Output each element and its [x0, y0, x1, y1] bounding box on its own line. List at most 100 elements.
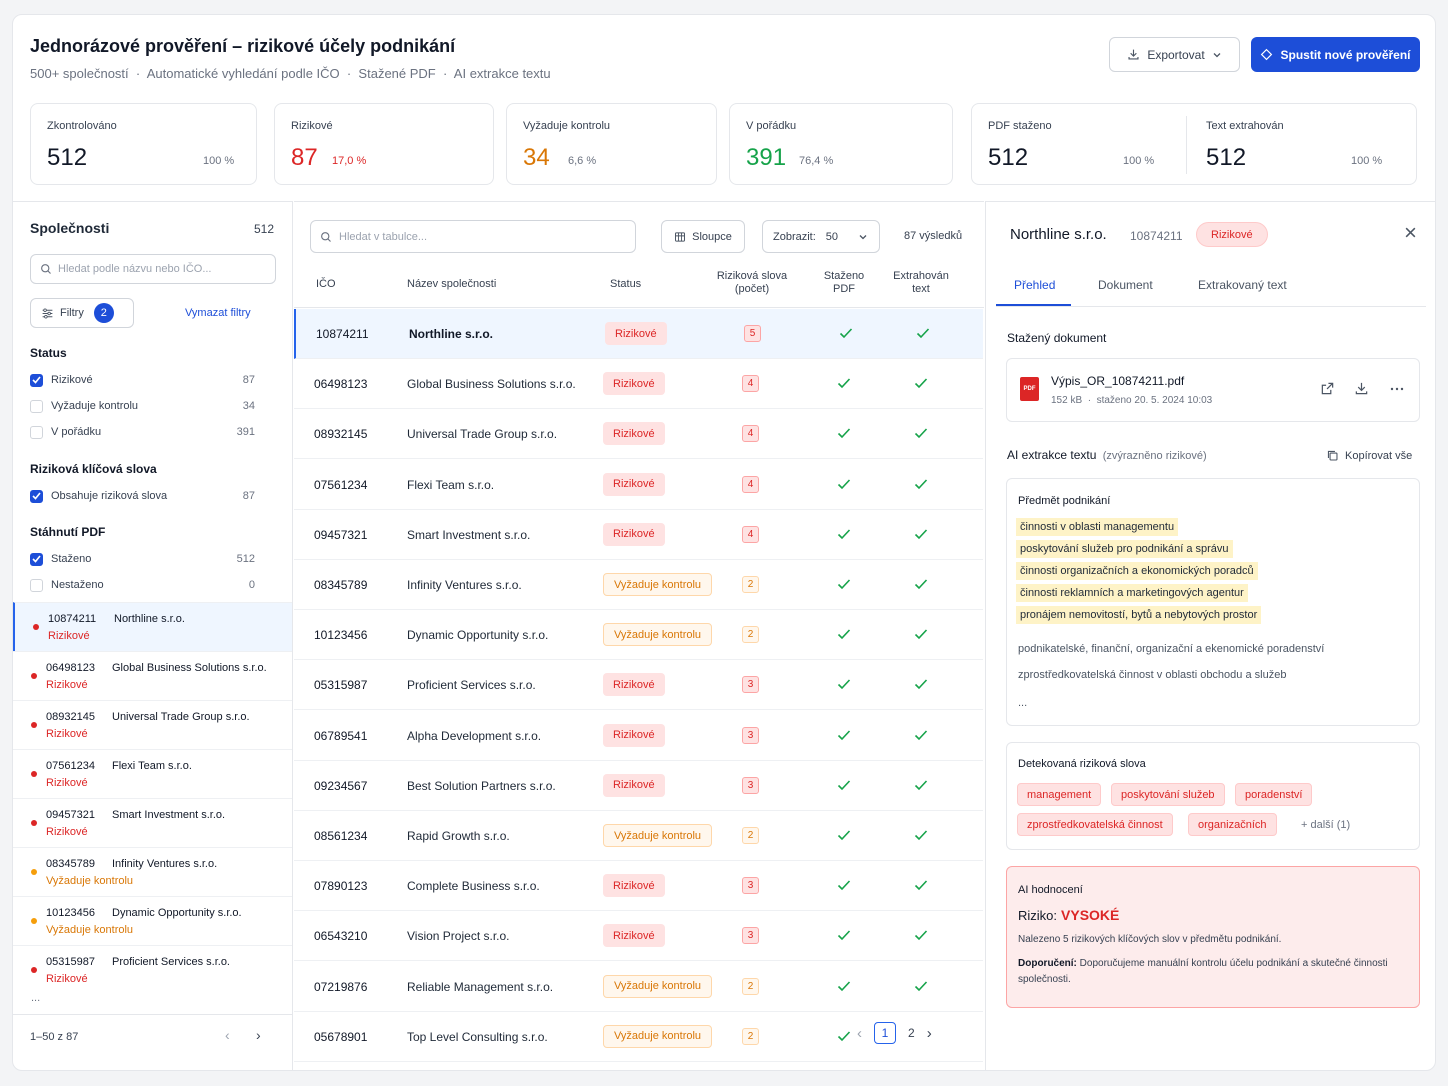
risk-word-count: 3: [742, 676, 759, 694]
page-size-value: 50: [825, 230, 839, 243]
cell-ico: 05678901: [314, 1029, 368, 1044]
external-link-icon[interactable]: [1320, 381, 1335, 396]
check-icon: [914, 979, 928, 997]
tab-extracted-text[interactable]: Extrakovaný text: [1198, 278, 1287, 292]
page-size-select[interactable]: Zobrazit: 50: [762, 220, 880, 253]
cell-ico: 06543210: [314, 929, 368, 944]
col-header-text[interactable]: Extrahován text: [893, 270, 949, 295]
company-list-item[interactable]: 10123456 Dynamic Opportunity s.r.o. Vyža…: [13, 896, 292, 945]
company-list-item[interactable]: 08345789 Infinity Ventures s.r.o. Vyžadu…: [13, 847, 292, 896]
table-row[interactable]: 09457321 Smart Investment s.r.o. Rizikov…: [294, 510, 983, 560]
filters-button[interactable]: Filtry 2: [30, 298, 134, 328]
table-row[interactable]: 08932145 Universal Trade Group s.r.o. Ri…: [294, 409, 983, 460]
table-row[interactable]: 07219876 Reliable Management s.r.o. Vyža…: [294, 962, 983, 1012]
start-check-button[interactable]: Spustit nové prověření: [1251, 37, 1420, 72]
page-button-1[interactable]: 1: [874, 1022, 896, 1044]
sidebar-search-input[interactable]: Hledat podle názvu nebo IČO...: [30, 254, 276, 284]
col-header-name[interactable]: Název společnosti: [407, 278, 497, 290]
close-icon[interactable]: [1404, 226, 1417, 244]
check-icon: [914, 728, 928, 746]
highlighted-line: činnosti reklamních a marketingových age…: [1016, 584, 1248, 602]
check-icon: [914, 828, 928, 846]
company-name: Flexi Team s.r.o.: [112, 760, 192, 772]
cell-company-name: Complete Business s.r.o.: [407, 879, 540, 894]
checkbox[interactable]: [30, 373, 43, 387]
filter-option-count: 34: [242, 400, 255, 412]
table-row[interactable]: 07561234 Flexi Team s.r.o. Rizikové 4: [294, 460, 983, 510]
clear-filters-link[interactable]: Vymazat filtry: [185, 307, 251, 319]
chevron-right-icon[interactable]: ›: [256, 1027, 261, 1043]
detail-status-badge: Rizikové: [1196, 222, 1268, 247]
check-icon: [914, 577, 928, 595]
company-ico: 08932145: [46, 711, 95, 723]
checkbox[interactable]: [30, 489, 43, 503]
cell-company-name: Top Level Consulting s.r.o.: [407, 1029, 548, 1044]
export-button[interactable]: Exportovat: [1109, 37, 1240, 72]
company-list-item[interactable]: 10874211 Northline s.r.o. Rizikové: [13, 602, 292, 651]
more-icon[interactable]: [1390, 387, 1404, 391]
columns-button[interactable]: Sloupce: [661, 220, 745, 253]
company-name: Dynamic Opportunity s.r.o.: [112, 907, 242, 919]
ai-extraction-heading: Předmět podnikání: [1018, 495, 1111, 507]
divider: [1186, 116, 1187, 174]
status-badge: Vyžaduje kontrolu: [603, 974, 713, 998]
chevron-right-icon[interactable]: ›: [926, 1024, 932, 1042]
company-list-item[interactable]: 07561234 Flexi Team s.r.o. Rizikové: [13, 749, 292, 798]
col-header-pdf[interactable]: Staženo PDF: [823, 270, 865, 295]
col-header-risk-words[interactable]: Riziková slova (počet): [716, 270, 788, 295]
more-keywords-link[interactable]: + další (1): [1301, 819, 1351, 831]
company-status: Rizikové: [46, 826, 88, 838]
company-list-item[interactable]: 08932145 Universal Trade Group s.r.o. Ri…: [13, 700, 292, 749]
sidebar-count: 512: [253, 222, 274, 236]
extracted-line: podnikatelské, finanční, organizační a e…: [1018, 643, 1325, 655]
cell-company-name: Northline s.r.o.: [409, 327, 494, 341]
cell-company-name: Global Business Solutions s.r.o.: [407, 377, 576, 392]
company-list-item[interactable]: 09457321 Smart Investment s.r.o. Rizikov…: [13, 798, 292, 847]
filter-option[interactable]: V pořádku 391: [30, 424, 255, 440]
checkbox[interactable]: [30, 425, 43, 439]
document-meta: 152 kB · staženo 20. 5. 2024 10:03: [1051, 395, 1213, 406]
company-list-item[interactable]: 06498123 Global Business Solutions s.r.o…: [13, 651, 292, 700]
table-search-input[interactable]: Hledat v tabulce...: [310, 220, 636, 253]
risk-word-count: 4: [742, 375, 759, 393]
risk-word-count: 2: [742, 626, 759, 644]
check-icon: [914, 928, 928, 946]
filter-option-label: Obsahuje riziková slova: [51, 490, 168, 502]
filter-option[interactable]: Staženo 512: [30, 551, 255, 567]
table-row[interactable]: 10874211 Northline s.r.o. Rizikové 5: [294, 309, 983, 359]
document-filename[interactable]: Výpis_OR_10874211.pdf: [1051, 374, 1185, 388]
table-row[interactable]: 06543210 Vision Project s.r.o. Rizikové …: [294, 911, 983, 962]
table-row[interactable]: 05315987 Proficient Services s.r.o. Rizi…: [294, 660, 983, 711]
table-row[interactable]: 08561234 Rapid Growth s.r.o. Vyžaduje ko…: [294, 811, 983, 861]
download-icon[interactable]: [1354, 381, 1369, 396]
cell-ico: 08345789: [314, 578, 368, 592]
filter-option[interactable]: Vyžaduje kontrolu 34: [30, 398, 255, 414]
filter-option[interactable]: Obsahuje riziková slova 87: [30, 488, 255, 504]
extracted-line: zprostředkovatelská činnost v oblasti ob…: [1018, 669, 1287, 681]
checkbox[interactable]: [30, 399, 43, 413]
tab-overview[interactable]: Přehled: [1014, 278, 1056, 292]
tab-document[interactable]: Dokument: [1098, 278, 1153, 292]
checkbox[interactable]: [30, 578, 43, 592]
company-list-item[interactable]: 05315987 Proficient Services s.r.o. Rizi…: [13, 945, 292, 994]
check-icon: [839, 326, 853, 344]
table-row[interactable]: 08345789 Infinity Ventures s.r.o. Vyžadu…: [294, 560, 983, 610]
col-header-ico[interactable]: IČO: [316, 278, 336, 290]
filter-option[interactable]: Rizikové 87: [30, 372, 255, 388]
status-dot: [31, 722, 37, 728]
filter-option[interactable]: Nestaženo 0: [30, 577, 255, 593]
copy-all-button[interactable]: Kopírovat vše: [1326, 449, 1412, 462]
table-row[interactable]: 06498123 Global Business Solutions s.r.o…: [294, 359, 983, 410]
checkbox[interactable]: [30, 552, 43, 566]
keyword-chip: zprostředkovatelská činnost: [1017, 813, 1173, 836]
page-button-2[interactable]: 2: [908, 1026, 915, 1040]
table-row[interactable]: 05678901 Top Level Consulting s.r.o. Vyž…: [294, 1012, 983, 1062]
check-icon: [837, 426, 851, 444]
col-header-status[interactable]: Status: [610, 278, 642, 290]
chevron-left-icon[interactable]: ‹: [225, 1027, 230, 1043]
table-row[interactable]: 09234567 Best Solution Partners s.r.o. R…: [294, 761, 983, 811]
chevron-left-icon[interactable]: ‹: [857, 1024, 862, 1042]
table-row[interactable]: 07890123 Complete Business s.r.o. Riziko…: [294, 861, 983, 912]
table-row[interactable]: 10123456 Dynamic Opportunity s.r.o. Vyža…: [294, 610, 983, 661]
table-row[interactable]: 06789541 Alpha Development s.r.o. Riziko…: [294, 711, 983, 761]
